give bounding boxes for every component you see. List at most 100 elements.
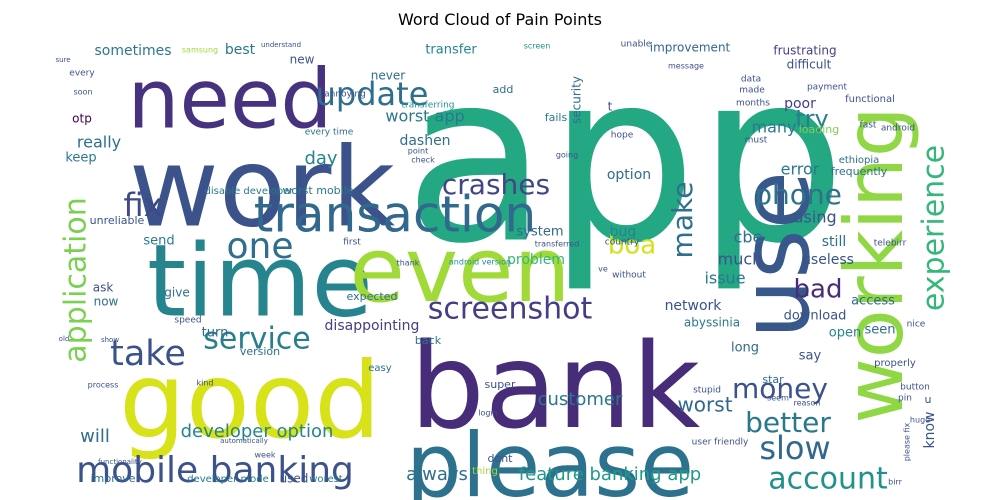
word-loading: loading [799,123,840,136]
word-annoying: annoying [324,90,366,100]
word-account: account [768,462,888,497]
word-hope: hope [611,131,634,141]
word-use: use [721,171,831,339]
word-using: using [793,208,836,227]
word-always: always [406,464,468,485]
word-money: money [732,372,828,405]
word-best: best [225,42,256,58]
word-process: process [88,381,119,390]
word-please: please [406,414,694,500]
word-long: long [731,341,759,356]
word-transferred: transferred [535,240,580,249]
word-unable: unable [621,40,652,50]
word-functionality: functionality [98,458,142,466]
word-try: try [795,105,828,133]
word-star: star [762,373,784,386]
word-expected: expected [347,290,398,303]
word-telebirr: telebirr [874,239,907,249]
word-difficult: difficult [787,58,832,72]
word-frequently: frequently [831,165,888,178]
word-check: check [411,156,435,165]
word-week: week [254,451,275,460]
word-need: need [128,52,333,147]
word-say: say [799,349,822,364]
word-bad: bad [794,275,843,305]
word-payment: payment [807,83,848,93]
word-never: never [371,69,405,83]
word-show: show [101,336,119,344]
word-application: application [59,197,94,362]
word-service: service [203,322,310,357]
word-send: send [143,234,174,249]
word-android: android [881,124,915,134]
word-experience: experience [917,145,952,311]
word-transfer: transfer [425,43,477,58]
word-old: old [59,335,70,343]
word-fix: fix [123,186,162,224]
word-every: every [69,69,95,79]
word-give: give [164,286,189,300]
word-reason: reason [793,399,820,408]
word-ve: ve [598,265,608,274]
word-error: error [781,160,820,179]
word-access: access [851,294,895,309]
word-phone: phone [754,178,842,211]
word-one: one [227,226,294,267]
word-dont: dont [488,452,514,465]
word-otp: otp [72,112,92,126]
word-useless: useless [802,252,854,268]
word-work: work [129,123,395,251]
word-system: system [517,225,564,240]
word-day: day [304,148,337,169]
word-properly: properly [874,358,916,369]
chart-title: Word Cloud of Pain Points [398,10,602,29]
word-improvement: improvement [650,41,731,55]
word-thing: thing [472,466,498,477]
word-functional: functional [845,94,895,105]
word-country: country [605,238,640,248]
word-developer-mode: developer mode [187,474,269,485]
word-poor: poor [784,96,816,112]
word-speed: speed [174,316,201,326]
word-security: security [570,76,584,124]
word-months: months [736,99,770,109]
word-disable-developer: disable developer [205,186,295,197]
word-thank: thank [397,259,420,268]
word-worest: worest [309,474,343,485]
word-version: version [240,345,280,358]
word-ethiopia: ethiopia [839,155,880,166]
word-super: super [485,378,516,391]
word-even: even [349,218,570,323]
word-kind: kind [196,379,213,388]
word-network: network [665,298,723,314]
word-birr: birr [888,478,902,487]
word-issue: issue [704,269,745,288]
word-still: still [822,234,846,250]
word-developer-option: developer option [181,421,334,442]
word-open: open [829,326,861,341]
word-button: button [900,383,930,393]
word-worst: worst [677,393,732,417]
word-going: going [556,151,578,160]
word-improve: improve [90,472,135,485]
word-time: time [147,222,373,339]
word-fast: fast [860,121,877,131]
word-must: must [745,136,768,146]
word-feature-banking-app: feature banking app [519,464,701,485]
word-point: point [408,147,428,156]
word-mobile-banking: mobile banking [76,450,354,491]
word-now: now [94,295,119,309]
word-download: download [784,309,847,324]
word-without: without [612,271,646,281]
word-login: login [478,409,498,418]
word-problem: problem [507,252,565,268]
word-cbe: cbe [734,228,763,247]
word-boa: boa [608,231,656,261]
word-please-fix: please fix [903,422,912,461]
word-new: new [290,53,315,67]
word-screenshot: screenshot [428,292,593,327]
word-update: update [316,75,429,113]
word-app: app [404,22,846,295]
